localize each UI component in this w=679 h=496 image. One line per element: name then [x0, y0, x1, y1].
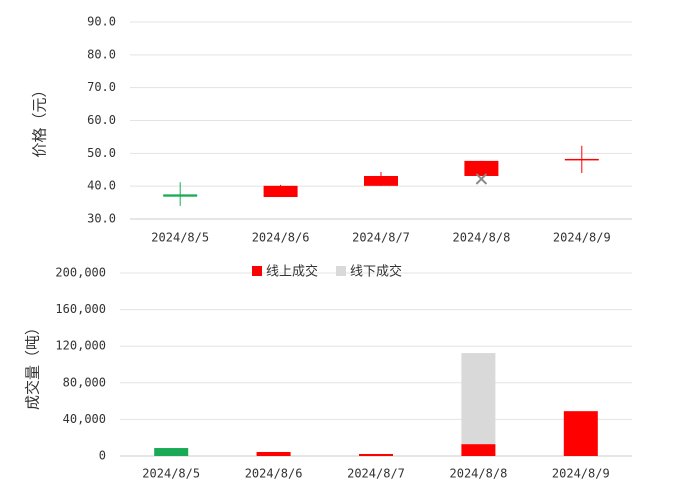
y-axis-label: 价格（元）	[31, 82, 49, 157]
y-axis-label: 成交量（吨）	[24, 320, 42, 410]
y-tick-label: 120,000	[55, 339, 106, 353]
candle-body	[564, 158, 599, 161]
x-tick-label: 2024/8/7	[347, 467, 405, 481]
candle-body	[464, 160, 499, 176]
x-tick-label: 2024/8/7	[352, 231, 410, 245]
legend-swatch	[336, 266, 346, 276]
bar	[256, 451, 291, 456]
x-tick-label: 2024/8/5	[151, 231, 209, 245]
candle-body	[163, 194, 198, 197]
y-tick-label: 80.0	[87, 47, 116, 61]
y-tick-label: 90.0	[87, 15, 116, 29]
legend-swatch	[252, 266, 262, 276]
y-tick-label: 60.0	[87, 113, 116, 127]
x-tick-label: 2024/8/9	[553, 231, 611, 245]
x-tick-label: 2024/8/8	[450, 467, 508, 481]
y-tick-label: 0	[99, 449, 106, 463]
y-tick-label: 40,000	[63, 412, 106, 426]
y-tick-label: 160,000	[55, 302, 106, 316]
bar	[154, 448, 189, 456]
x-tick-label: 2024/8/6	[252, 231, 310, 245]
bar	[461, 353, 496, 445]
x-tick-label: 2024/8/6	[245, 467, 303, 481]
y-tick-label: 50.0	[87, 146, 116, 160]
candle-body	[263, 185, 298, 198]
y-tick-label: 200,000	[55, 266, 106, 280]
y-tick-label: 70.0	[87, 80, 116, 94]
bar	[461, 444, 496, 456]
marker	[475, 173, 488, 185]
y-tick-label: 80,000	[63, 375, 106, 389]
bar	[563, 411, 598, 456]
x-tick-label: 2024/8/8	[453, 231, 511, 245]
candle-body	[364, 175, 398, 186]
legend-label: 线上成交	[266, 264, 318, 280]
x-tick-label: 2024/8/5	[142, 467, 200, 481]
bar	[359, 453, 393, 456]
y-tick-label: 40.0	[87, 179, 116, 193]
y-tick-label: 30.0	[87, 212, 116, 226]
x-tick-label: 2024/8/9	[552, 467, 610, 481]
legend-label: 线下成交	[350, 264, 402, 280]
